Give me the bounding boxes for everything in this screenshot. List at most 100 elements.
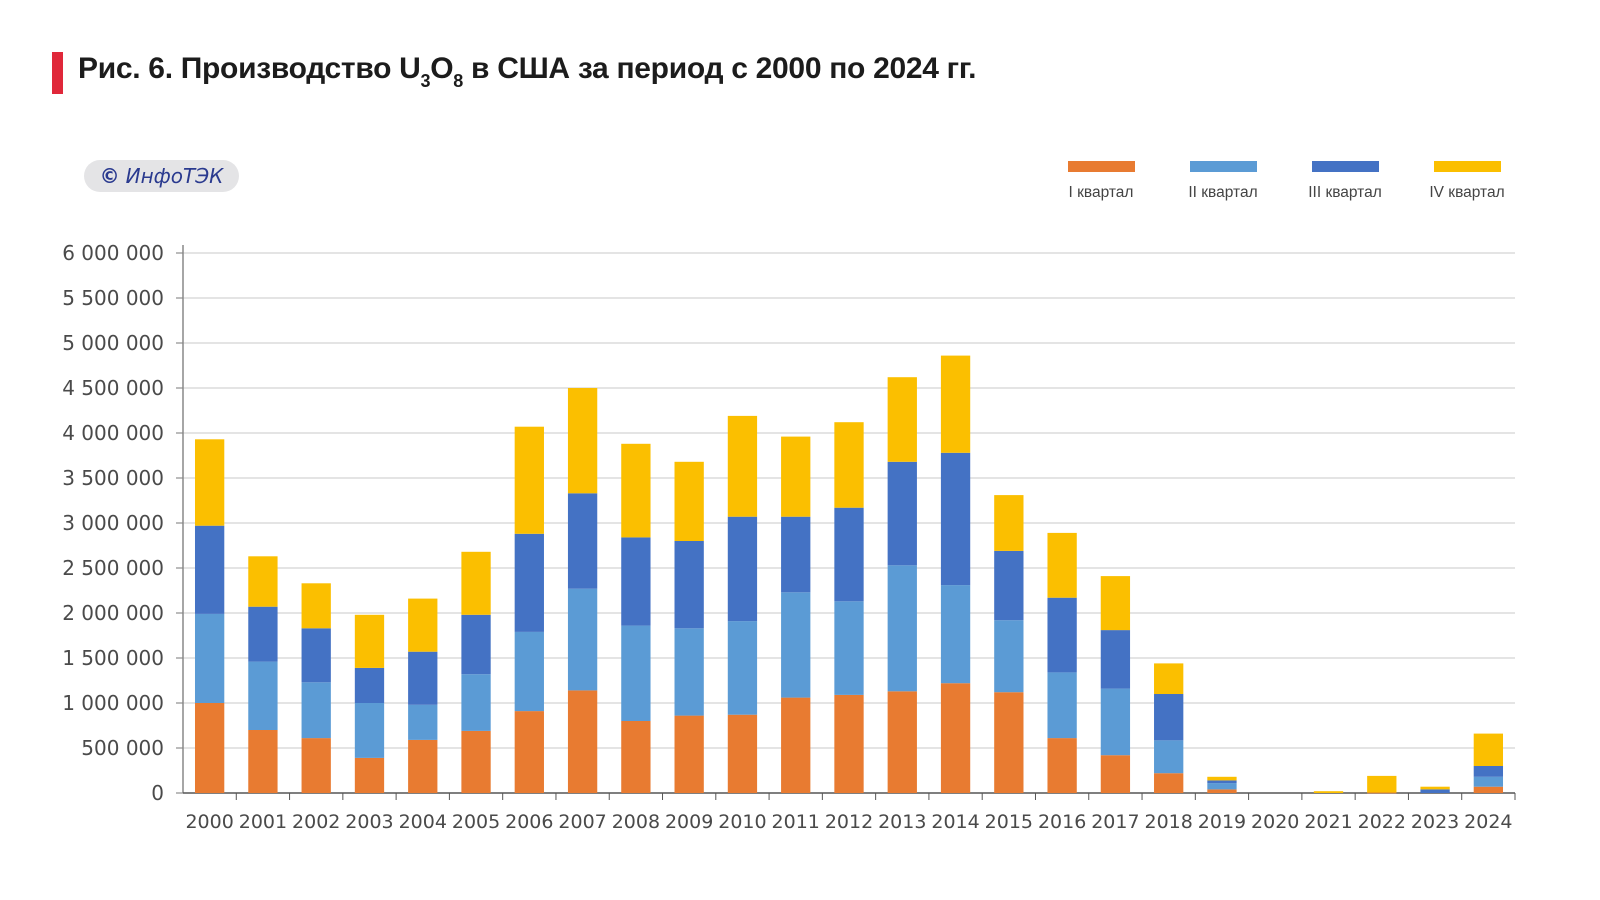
bar-segment-4-2023 xyxy=(1420,786,1450,790)
chart-legend: I квартал II квартал III квартал IV квартал xyxy=(1040,161,1528,202)
x-tick-label: 2021 xyxy=(1304,811,1352,833)
bar-segment-4-2008 xyxy=(621,443,651,538)
chart-title: Рис. 6. Производство U3O8 в США за перио… xyxy=(78,52,977,91)
x-tick-label: 2005 xyxy=(452,811,500,833)
bar-segment-4-2010 xyxy=(727,415,758,517)
bar-segment-4-2018 xyxy=(1154,663,1184,694)
bar-segment-4-2011 xyxy=(781,436,811,517)
y-tick-label: 3 000 000 xyxy=(62,511,164,535)
bar-segment-2-2003 xyxy=(354,703,385,758)
bar-segment-4-2002 xyxy=(301,583,331,629)
bar-segment-3-2009 xyxy=(674,541,704,629)
bar-segment-1-2015 xyxy=(994,692,1024,793)
bar-segment-1-2008 xyxy=(621,721,651,793)
bar-segment-4-2009 xyxy=(674,461,704,541)
copyright-icon: © xyxy=(99,164,120,188)
bar-segment-3-2001 xyxy=(248,606,278,662)
bar-segment-3-2023 xyxy=(1420,789,1450,793)
bar-segment-4-2001 xyxy=(248,556,278,607)
bar-segment-1-2016 xyxy=(1047,738,1077,793)
x-tick-label: 2002 xyxy=(292,811,340,833)
legend-item: IV квартал xyxy=(1406,161,1528,202)
bar-segment-1-2000 xyxy=(194,703,225,793)
x-tick-label: 2011 xyxy=(772,811,820,833)
title-accent-bar xyxy=(52,52,63,94)
bar-segment-2-2015 xyxy=(994,620,1024,693)
bar-segment-4-2021 xyxy=(1313,791,1344,793)
x-tick-label: 2016 xyxy=(1038,811,1086,833)
x-tick-label: 2000 xyxy=(185,811,233,833)
bar-segment-4-2012 xyxy=(834,422,864,508)
x-tick-label: 2015 xyxy=(985,811,1033,833)
bar-segment-4-2005 xyxy=(461,551,491,615)
bar-segment-2-2009 xyxy=(674,628,704,716)
bar-segment-2-2024 xyxy=(1473,776,1504,787)
x-tick-label: 2010 xyxy=(718,811,766,833)
legend-item: II квартал xyxy=(1162,161,1284,202)
bar-segment-1-2017 xyxy=(1100,755,1131,793)
bar-segment-1-2007 xyxy=(567,690,598,793)
bar-segment-4-2019 xyxy=(1207,776,1237,781)
bar-segment-3-2004 xyxy=(408,651,438,705)
bar-segment-4-2007 xyxy=(567,388,598,494)
bar-segment-1-2014 xyxy=(940,683,971,793)
bar-segment-2-2011 xyxy=(781,592,811,698)
x-tick-label: 2009 xyxy=(665,811,713,833)
bar-segment-2-2012 xyxy=(834,601,864,695)
x-tick-label: 2022 xyxy=(1358,811,1406,833)
source-brand: ИнфоТЭК xyxy=(125,164,224,188)
y-tick-label: 2 500 000 xyxy=(62,556,164,580)
legend-item: III квартал xyxy=(1284,161,1406,202)
bar-segment-3-2005 xyxy=(461,614,491,675)
y-tick-label: 1 000 000 xyxy=(62,691,164,715)
y-tick-label: 1 500 000 xyxy=(62,646,164,670)
bar-segment-2-2008 xyxy=(621,625,651,721)
bar-segment-2-2001 xyxy=(248,661,278,730)
legend-swatch xyxy=(1189,161,1257,172)
bar-segment-1-2006 xyxy=(514,711,544,793)
bar-segment-3-2016 xyxy=(1047,597,1077,673)
bar-segment-4-2004 xyxy=(408,598,438,652)
bar-segment-3-2012 xyxy=(834,507,864,602)
bar-segment-3-2015 xyxy=(994,550,1024,621)
bar-segment-2-2002 xyxy=(301,682,331,739)
bar-segment-4-2000 xyxy=(194,439,225,526)
legend-item: I квартал xyxy=(1040,161,1162,202)
bar-segment-2-2006 xyxy=(514,631,544,712)
bar-segment-2-2017 xyxy=(1100,688,1131,756)
bar-segment-3-2017 xyxy=(1100,630,1131,689)
bar-segment-4-2022 xyxy=(1367,775,1397,793)
y-tick-label: 5 500 000 xyxy=(62,286,164,310)
bar-segment-4-2006 xyxy=(514,426,544,534)
bar-segment-4-2013 xyxy=(887,377,917,462)
bar-segment-1-2011 xyxy=(781,697,811,793)
bar-segment-4-2015 xyxy=(994,495,1024,551)
x-tick-label: 2024 xyxy=(1464,811,1512,833)
bar-segment-3-2014 xyxy=(940,452,971,586)
bar-segment-3-2002 xyxy=(301,628,331,683)
x-tick-label: 2004 xyxy=(399,811,447,833)
bar-segment-1-2010 xyxy=(727,714,758,793)
bar-segment-1-2019 xyxy=(1207,789,1237,793)
bar-segment-1-2013 xyxy=(887,691,917,793)
bar-segment-4-2017 xyxy=(1100,576,1131,631)
bar-segment-2-2016 xyxy=(1047,672,1077,739)
bar-segment-3-2000 xyxy=(194,525,225,614)
bar-segment-3-2010 xyxy=(727,516,758,622)
legend-label: II квартал xyxy=(1188,184,1258,201)
x-tick-label: 2003 xyxy=(345,811,393,833)
x-tick-label: 2018 xyxy=(1145,811,1193,833)
x-tick-label: 2019 xyxy=(1198,811,1246,833)
legend-label: III квартал xyxy=(1308,184,1382,201)
legend-label: I квартал xyxy=(1068,184,1134,201)
legend-swatch xyxy=(1067,161,1135,172)
x-tick-label: 2013 xyxy=(878,811,926,833)
bar-segment-3-2011 xyxy=(781,516,811,593)
bar-segment-3-2003 xyxy=(354,667,385,703)
bar-segment-2-2007 xyxy=(567,588,598,691)
bar-segment-3-2019 xyxy=(1207,780,1237,784)
bar-segment-1-2024 xyxy=(1473,786,1504,793)
x-tick-label: 2012 xyxy=(825,811,873,833)
source-badge: © ИнфоТЭК xyxy=(84,160,239,192)
